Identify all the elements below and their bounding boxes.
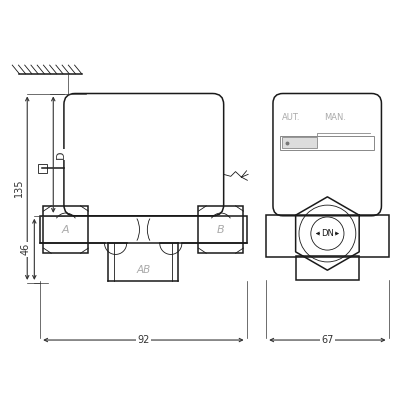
Text: D: D xyxy=(56,150,66,159)
FancyBboxPatch shape xyxy=(64,94,224,216)
Bar xyxy=(40,216,246,243)
Text: A: A xyxy=(62,224,70,234)
Text: AB: AB xyxy=(136,265,150,275)
Text: 67: 67 xyxy=(321,335,334,345)
Text: DN: DN xyxy=(321,229,334,238)
Text: AUT.: AUT. xyxy=(282,113,300,122)
Bar xyxy=(280,136,374,150)
Bar xyxy=(38,164,47,173)
FancyBboxPatch shape xyxy=(273,94,382,216)
Bar xyxy=(198,206,243,253)
Text: 92: 92 xyxy=(137,335,150,345)
Bar xyxy=(266,215,388,257)
Text: 46: 46 xyxy=(21,243,31,256)
Bar xyxy=(296,256,359,280)
Bar xyxy=(44,206,88,253)
Text: B: B xyxy=(217,224,225,234)
Text: 135: 135 xyxy=(14,179,24,198)
Text: MAN.: MAN. xyxy=(324,113,346,122)
Bar xyxy=(282,137,317,148)
